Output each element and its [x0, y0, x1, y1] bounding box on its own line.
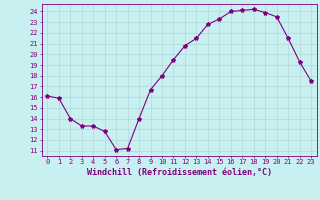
X-axis label: Windchill (Refroidissement éolien,°C): Windchill (Refroidissement éolien,°C) — [87, 168, 272, 177]
